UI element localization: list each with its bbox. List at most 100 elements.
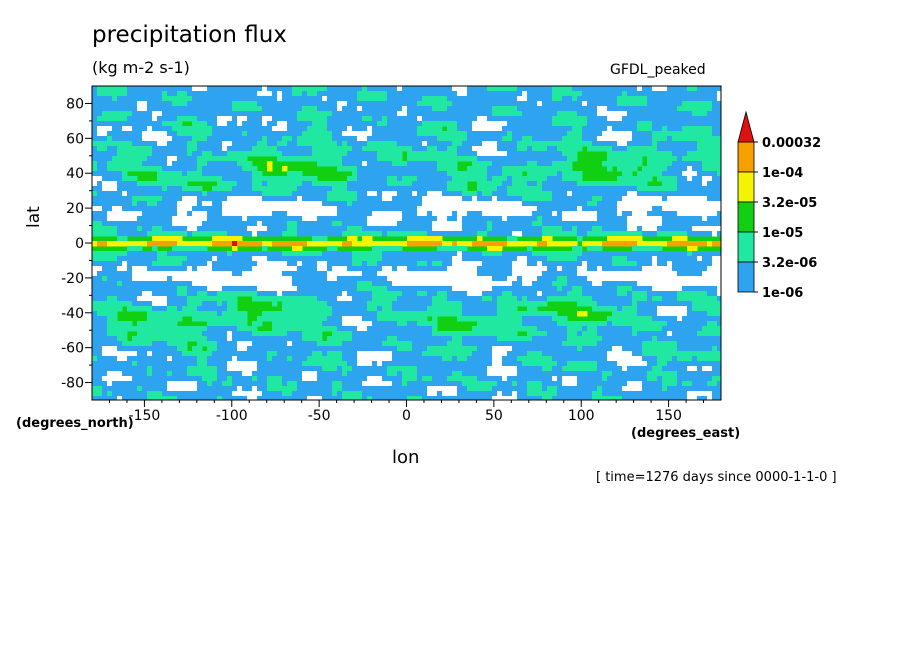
field-cell <box>232 201 238 207</box>
field-cell <box>642 171 648 177</box>
field-cell <box>387 281 393 287</box>
field-cell <box>632 271 638 277</box>
field-cell <box>117 231 123 237</box>
field-cell <box>407 226 413 232</box>
field-cell <box>717 156 721 162</box>
field-cell <box>627 96 633 102</box>
field-cell <box>402 256 408 262</box>
field-cell <box>132 276 138 282</box>
field-cell <box>397 176 403 182</box>
field-cell <box>142 106 148 112</box>
field-cell <box>112 101 118 107</box>
field-cell <box>302 211 308 217</box>
field-cell <box>302 216 308 222</box>
field-cell <box>117 251 123 257</box>
field-cell <box>667 151 673 157</box>
field-cell <box>472 216 478 222</box>
field-cell <box>577 116 583 122</box>
field-cell <box>337 286 343 292</box>
field-cell <box>372 261 378 267</box>
field-cell <box>462 261 468 267</box>
field-cell <box>302 271 308 277</box>
field-cell <box>207 211 213 217</box>
field-cell <box>577 86 583 92</box>
field-cell <box>292 226 298 232</box>
field-cell <box>607 141 613 147</box>
field-cell <box>437 216 443 222</box>
field-cell <box>272 111 278 117</box>
field-cell <box>112 166 118 172</box>
field-cell <box>542 86 548 92</box>
field-cell <box>267 256 273 262</box>
field-cell <box>412 236 418 242</box>
field-cell <box>627 171 633 177</box>
field-cell <box>462 181 468 187</box>
field-cell <box>647 251 653 257</box>
field-cell <box>622 211 628 217</box>
field-cell <box>612 276 618 282</box>
field-cell <box>92 116 98 122</box>
field-cell <box>202 171 208 177</box>
field-cell <box>202 101 208 107</box>
field-cell <box>602 206 608 212</box>
field-cell <box>102 271 108 277</box>
field-cell <box>152 236 158 242</box>
field-cell <box>487 101 493 107</box>
field-cell <box>442 101 448 107</box>
field-cell <box>377 126 383 132</box>
field-cell <box>202 266 208 272</box>
field-cell <box>237 121 243 127</box>
field-cell <box>637 186 643 192</box>
field-cell <box>107 91 113 97</box>
field-cell <box>112 231 118 237</box>
field-cell <box>352 196 358 202</box>
field-cell <box>302 266 308 272</box>
field-cell <box>497 176 503 182</box>
field-cell <box>137 141 143 147</box>
field-cell <box>607 101 613 107</box>
field-cell <box>372 136 378 142</box>
field-cell <box>287 186 293 192</box>
field-cell <box>572 256 578 262</box>
field-cell <box>92 136 98 142</box>
field-cell <box>132 116 138 122</box>
field-cell <box>522 191 528 197</box>
field-cell <box>377 246 383 252</box>
field-cell <box>167 111 173 117</box>
field-cell <box>542 161 548 167</box>
field-cell <box>707 201 713 207</box>
field-cell <box>237 171 243 177</box>
field-cell <box>537 91 543 97</box>
field-cell <box>257 136 263 142</box>
field-cell <box>207 271 213 277</box>
field-cell <box>597 286 603 292</box>
field-cell <box>567 166 573 172</box>
field-cell <box>182 201 188 207</box>
field-cell <box>262 91 268 97</box>
field-cell <box>507 281 513 287</box>
field-cell <box>377 156 383 162</box>
field-cell <box>477 121 483 127</box>
field-cell <box>577 186 583 192</box>
field-cell <box>717 241 721 247</box>
field-cell <box>577 206 583 212</box>
field-cell <box>137 226 143 232</box>
field-cell <box>667 126 673 132</box>
field-cell <box>277 221 283 227</box>
field-cell <box>692 181 698 187</box>
field-cell <box>227 231 233 237</box>
field-cell <box>132 126 138 132</box>
field-cell <box>312 286 318 292</box>
field-cell <box>652 91 658 97</box>
field-cell <box>382 206 388 212</box>
field-cell <box>367 116 373 122</box>
field-cell <box>457 241 463 247</box>
field-cell <box>552 91 558 97</box>
field-cell <box>572 231 578 237</box>
field-cell <box>477 171 483 177</box>
field-cell <box>322 146 328 152</box>
field-cell <box>377 101 383 107</box>
field-cell <box>587 221 593 227</box>
field-cell <box>717 266 721 272</box>
field-cell <box>567 156 573 162</box>
